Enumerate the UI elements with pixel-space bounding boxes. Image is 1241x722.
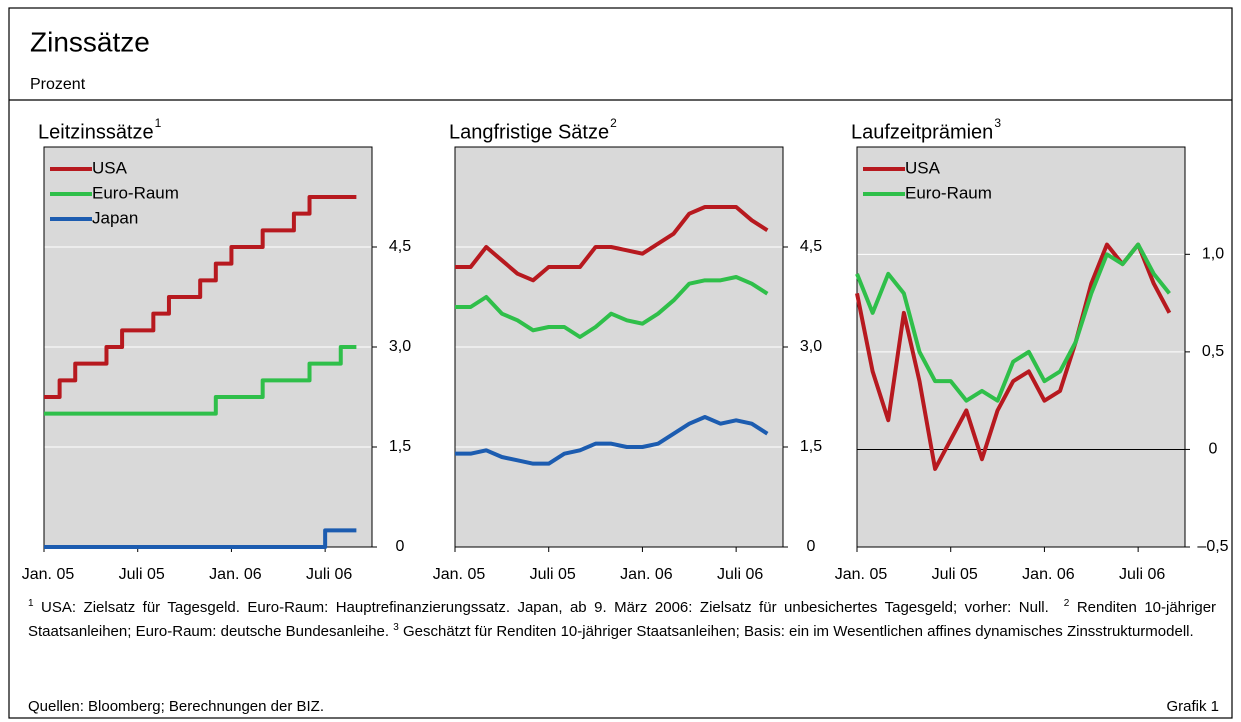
- plot-border: [454, 146, 784, 548]
- x-tick-label: Juli 05: [932, 566, 978, 583]
- y-tick-label: 1,5: [389, 438, 411, 455]
- y-tick-label: 1,5: [800, 438, 822, 455]
- x-tick-label: Jan. 05: [835, 566, 888, 583]
- footnote-marker: 2: [1063, 598, 1070, 609]
- y-tick-label: 3,0: [389, 338, 411, 355]
- legend-label: Euro-Raum: [905, 183, 992, 202]
- series-line: [44, 528, 357, 549]
- y-tick-label: 4,5: [389, 238, 411, 255]
- figure-title: Zinssätze: [30, 26, 150, 57]
- y-tick-label: 1,0: [1202, 246, 1224, 263]
- x-tick-label: Juli 06: [1119, 566, 1165, 583]
- plot-border: [856, 146, 1186, 548]
- legend-label: USA: [905, 158, 941, 177]
- y-tick-label: 3,0: [800, 338, 822, 355]
- x-tick-label: Juli 05: [530, 566, 576, 583]
- footnotes: 1 USA: Zielsatz für Tagesgeld. Euro-Raum…: [28, 596, 1216, 644]
- y-tick-label: 0: [1209, 441, 1218, 458]
- source: Quellen: Bloomberg; Berechnungen der BIZ…: [28, 698, 325, 715]
- x-tick-label: Jan. 06: [209, 566, 262, 583]
- x-tick-label: Jan. 05: [433, 566, 486, 583]
- panel-title: Laufzeitprämien: [851, 121, 993, 143]
- x-tick-label: Jan. 06: [620, 566, 673, 583]
- series-line: [455, 205, 769, 283]
- series-line: [855, 242, 1171, 403]
- footnote: USA: Zielsatz für Tagesgeld. Euro-Raum: …: [41, 599, 1049, 616]
- footnote-marker: 3: [393, 622, 399, 633]
- panel-title: Langfristige Sätze: [449, 121, 609, 143]
- figure-subtitle: Prozent: [30, 76, 86, 93]
- footnote: Renditen 10-jähriger Staatsanleihen; Eur…: [28, 599, 1217, 640]
- plot-area: [857, 147, 1185, 547]
- title-footnote-marker: 2: [610, 116, 617, 130]
- x-tick-label: Jan. 05: [22, 566, 75, 583]
- series-line: [455, 415, 769, 466]
- y-tick-label: 0,5: [1202, 343, 1224, 360]
- y-tick-label: –0,5: [1197, 538, 1228, 555]
- series-line: [455, 275, 769, 339]
- y-tick-label: 4,5: [800, 238, 822, 255]
- y-tick-label: 0: [396, 538, 405, 555]
- x-tick-label: Juli 05: [119, 566, 165, 583]
- title-footnote-marker: 1: [155, 116, 162, 130]
- series-line: [44, 345, 357, 416]
- series-line: [855, 242, 1172, 471]
- x-tick-label: Juli 06: [717, 566, 763, 583]
- y-tick-label: 0: [807, 538, 816, 555]
- legend-label: Euro-Raum: [92, 183, 179, 202]
- frame: [8, 7, 1233, 719]
- series-line: [44, 195, 357, 399]
- legend-label: Japan: [92, 208, 138, 227]
- panel-title: Leitzinssätze: [38, 121, 154, 143]
- legend-label: USA: [92, 158, 128, 177]
- x-tick-label: Jan. 06: [1022, 566, 1075, 583]
- footnote-marker: 1: [28, 598, 34, 609]
- title-footnote-marker: 3: [994, 116, 1001, 130]
- footnote: Geschätzt für Renditen 10-jähriger Staat…: [402, 623, 1194, 640]
- figure-label: Grafik 1: [1166, 698, 1219, 715]
- x-tick-label: Juli 06: [306, 566, 352, 583]
